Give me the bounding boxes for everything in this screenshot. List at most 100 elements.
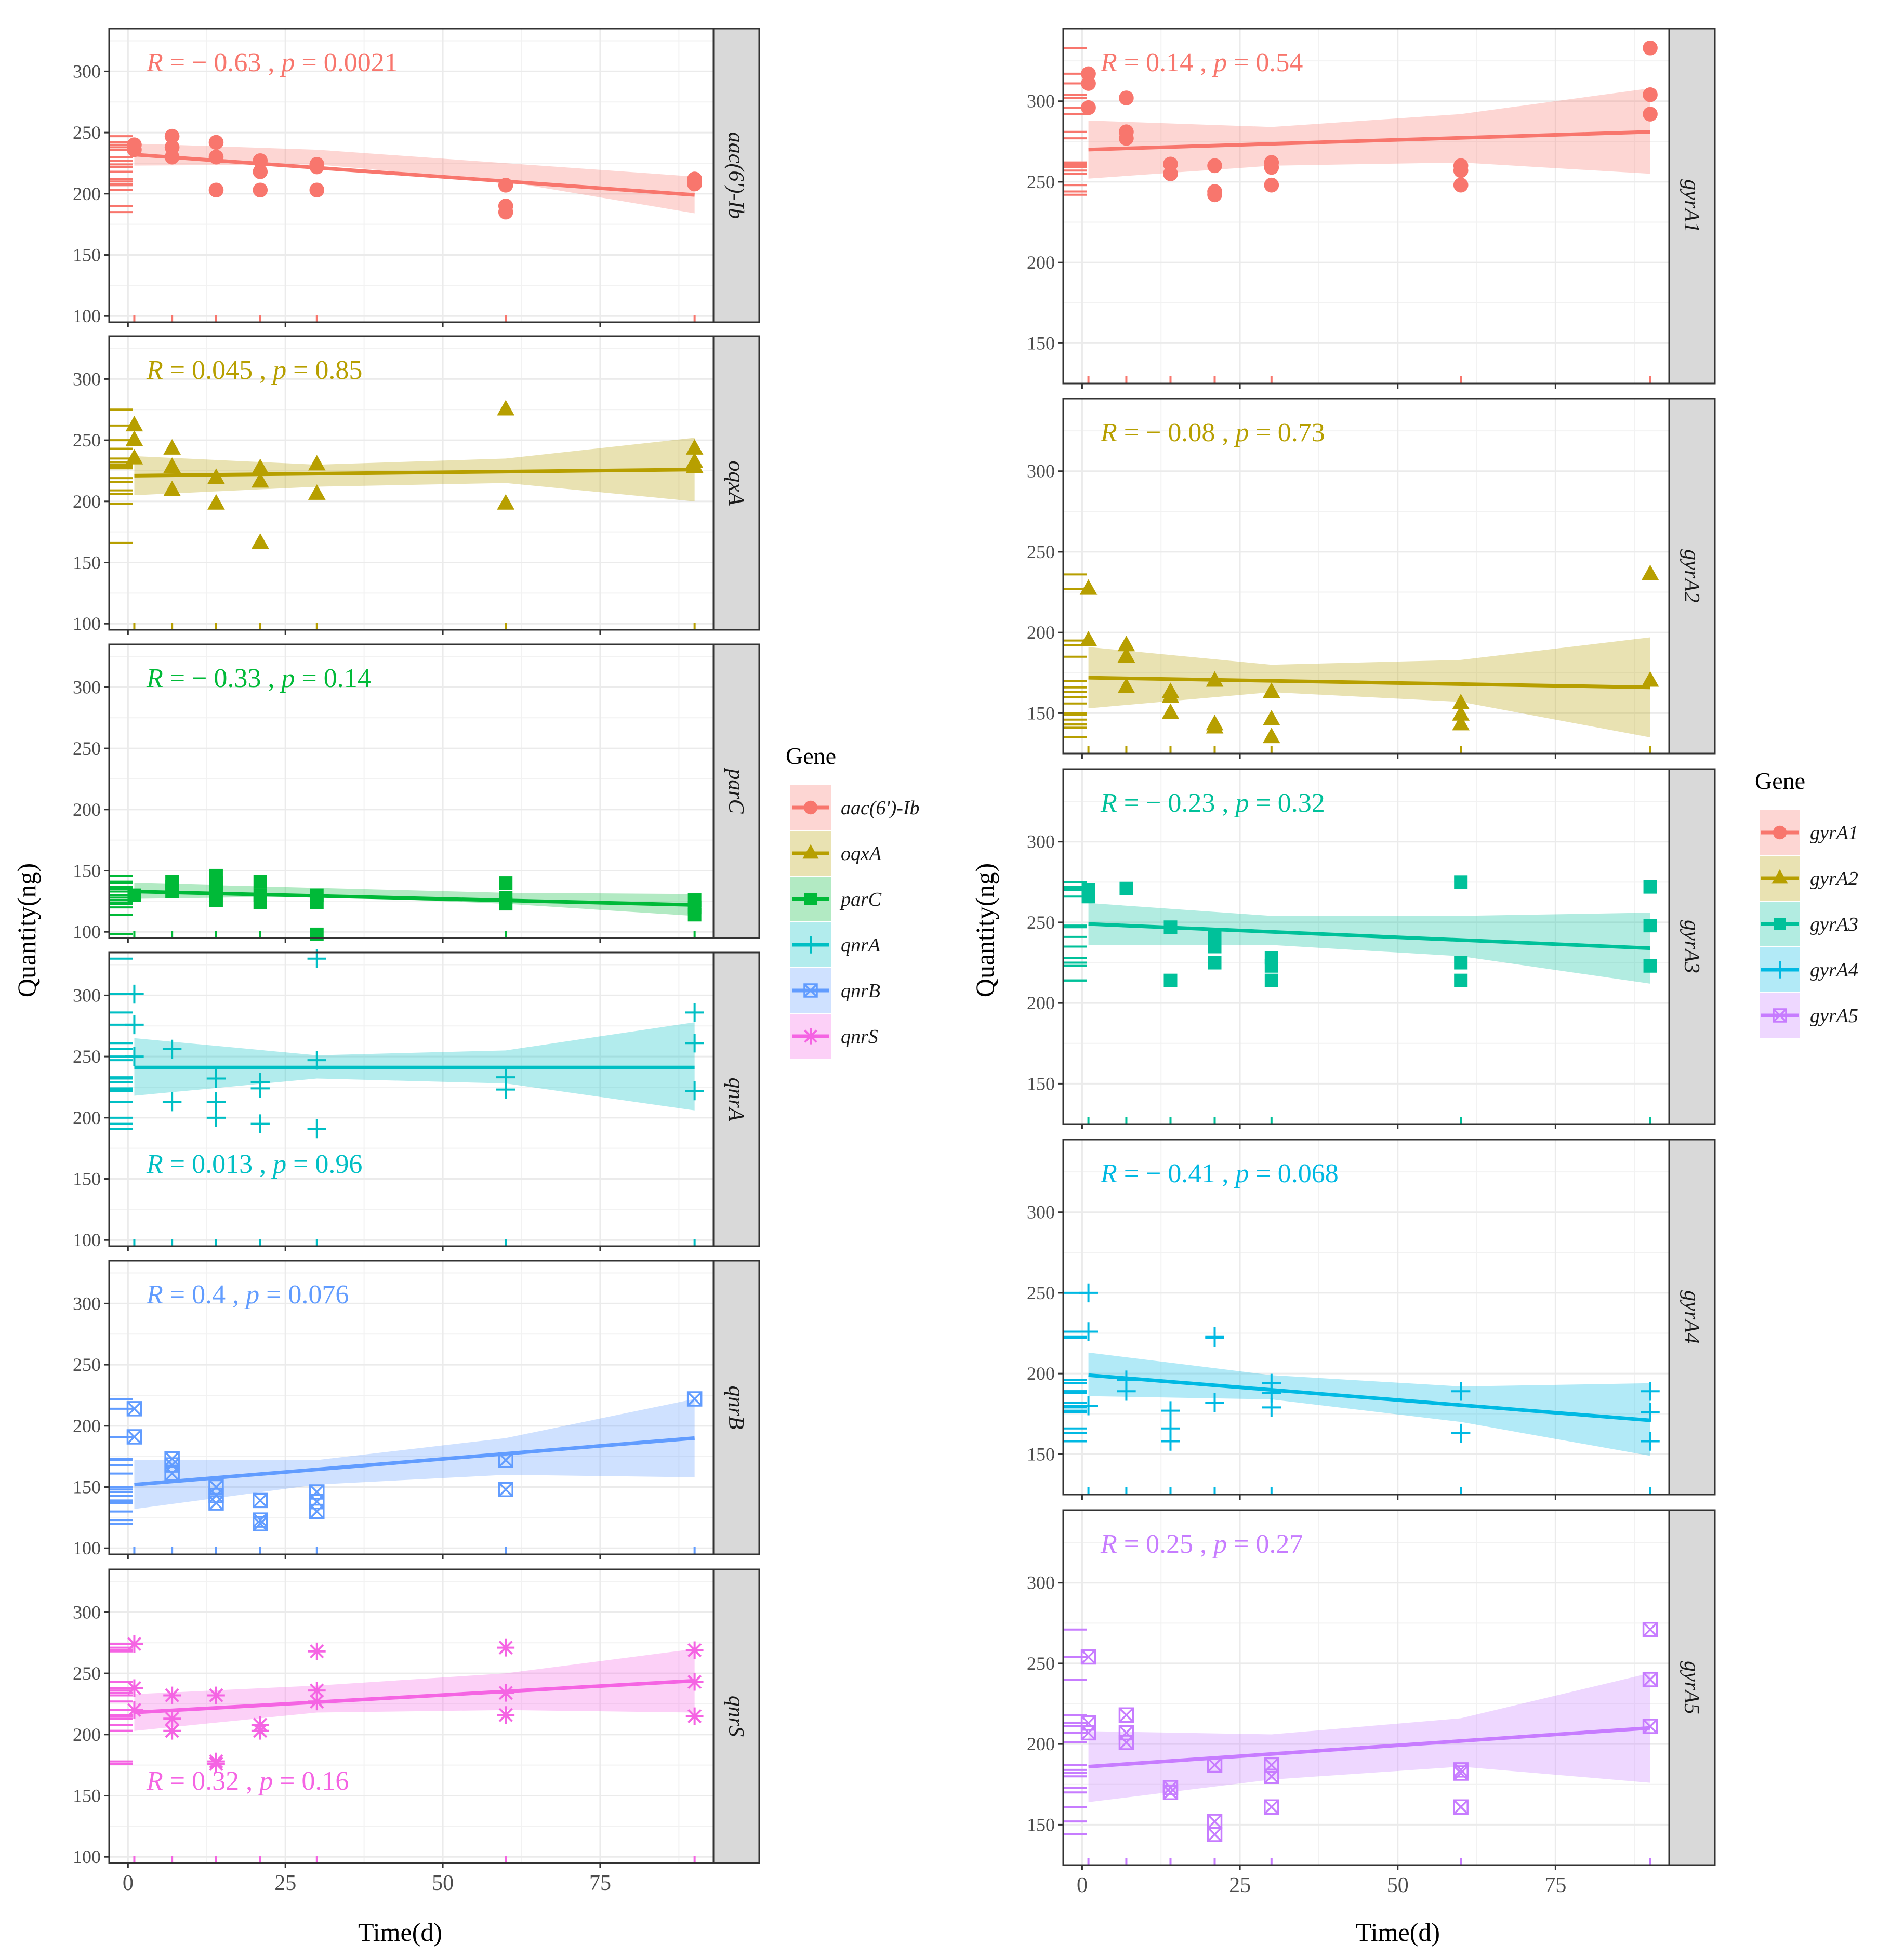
data-point xyxy=(1264,973,1278,987)
data-point xyxy=(1161,703,1180,719)
data-point xyxy=(251,1722,269,1740)
facet-panels: aac(6')-Ib R = − 0.63 , p = 0.0021 100 150 2… xyxy=(73,28,1716,1897)
data-point xyxy=(497,400,515,416)
legend-key-marker xyxy=(1774,918,1786,930)
y-tick-label: 150 xyxy=(73,1786,101,1806)
y-tick-label: 100 xyxy=(73,306,101,326)
data-point xyxy=(163,1686,181,1704)
data-point xyxy=(309,1503,325,1519)
data-point xyxy=(1163,166,1178,181)
y-tick-label: 150 xyxy=(73,245,101,266)
data-point xyxy=(1163,973,1178,987)
y-tick-label: 250 xyxy=(1027,1283,1055,1303)
data-point xyxy=(1161,1401,1180,1420)
facet-strip-label: gyrA5 xyxy=(1680,1661,1703,1714)
regression-line xyxy=(1088,676,1650,690)
data-point xyxy=(1081,890,1095,904)
facet-strip xyxy=(712,1568,760,1864)
y-tick-label: 200 xyxy=(1027,993,1055,1013)
data-point xyxy=(1453,163,1469,178)
data-point xyxy=(126,1429,142,1445)
data-point xyxy=(1264,177,1279,193)
confidence-band xyxy=(1088,1673,1650,1802)
facet-strip-label: oqxA xyxy=(724,460,748,506)
panel-parc: parC R = − 0.33 , p = 0.14 100 150 200 250 300 xyxy=(73,643,760,943)
data-point xyxy=(1453,1799,1469,1815)
legend-key-marker xyxy=(1771,961,1789,979)
data-point xyxy=(685,439,704,455)
x-axis-title-right: Time(d) xyxy=(1356,1918,1440,1947)
data-point xyxy=(1642,1719,1658,1734)
data-point xyxy=(687,176,702,192)
legend-label: aac(6')-Ib xyxy=(841,797,920,819)
data-point xyxy=(1452,694,1470,709)
data-point xyxy=(1454,956,1468,970)
data-point xyxy=(250,1114,270,1133)
data-point xyxy=(163,439,181,455)
data-point xyxy=(1207,1827,1223,1842)
data-point xyxy=(497,1638,515,1657)
x-tick-label: 50 xyxy=(1387,1873,1409,1897)
y-axis-title-left: Quantity(ng) xyxy=(12,863,41,997)
panel-background xyxy=(1063,1140,1669,1495)
stat-annotation: R = − 0.33 , p = 0.14 xyxy=(146,664,371,693)
panel-background xyxy=(1063,769,1669,1124)
stat-annotation: R = 0.32 , p = 0.16 xyxy=(146,1766,349,1796)
data-point xyxy=(1641,1382,1660,1401)
legend-key-marker xyxy=(802,936,819,954)
legend-label: qnrA xyxy=(841,934,881,956)
y-tick-label: 200 xyxy=(73,1416,101,1436)
y-tick-label: 250 xyxy=(1027,541,1055,562)
data-point xyxy=(162,1039,182,1059)
legend-key-marker xyxy=(802,1028,819,1045)
data-point xyxy=(1643,40,1658,56)
x-tick-label: 25 xyxy=(274,1871,296,1895)
data-point xyxy=(1205,1328,1224,1348)
data-point xyxy=(1264,1768,1279,1784)
facet-strip xyxy=(712,1260,760,1555)
data-point xyxy=(685,457,704,473)
data-point xyxy=(209,893,223,907)
y-tick-label: 200 xyxy=(1027,252,1055,273)
data-point xyxy=(125,1635,143,1653)
y-tick-label: 250 xyxy=(73,738,101,759)
data-point xyxy=(1119,130,1134,146)
confidence-band xyxy=(1088,1352,1650,1456)
data-point xyxy=(206,1092,226,1112)
y-tick-label: 200 xyxy=(73,1107,101,1128)
data-point xyxy=(1453,177,1469,193)
data-point xyxy=(253,1516,268,1531)
facet-strip xyxy=(1668,1509,1716,1866)
data-point xyxy=(310,927,324,941)
data-point xyxy=(308,1642,326,1660)
legend-2: Gene gyrA1 gyrA2 gyrA3 gyrA4 gyrA5 xyxy=(1755,768,1858,1039)
data-point xyxy=(1162,1785,1179,1801)
data-point xyxy=(1117,647,1135,663)
legend-key-marker xyxy=(803,800,818,815)
legend-label: oqxA xyxy=(841,843,882,865)
y-tick-label: 100 xyxy=(73,613,101,634)
stat-annotation: R = 0.4 , p = 0.076 xyxy=(146,1280,349,1310)
y-tick-label: 200 xyxy=(73,491,101,512)
data-point xyxy=(1081,100,1096,115)
data-point xyxy=(208,135,224,150)
data-point xyxy=(1206,671,1224,687)
panel-background xyxy=(1063,1510,1669,1865)
y-axis-title-right: Quantity(ng) xyxy=(970,863,999,997)
y-tick-label: 300 xyxy=(73,61,101,82)
regression-line xyxy=(1088,1373,1650,1422)
panel-qnrb: qnrB R = 0.4 , p = 0.076 100 150 200 250 300 xyxy=(73,1260,760,1559)
data-point xyxy=(207,468,225,484)
data-point xyxy=(307,1119,326,1139)
data-point xyxy=(207,1686,225,1704)
data-point xyxy=(1117,1382,1136,1401)
stat-annotation: R = 0.045 , p = 0.85 xyxy=(146,355,362,385)
data-point xyxy=(206,1069,226,1088)
data-point xyxy=(1079,1283,1098,1303)
data-point xyxy=(208,1495,224,1511)
data-point xyxy=(1079,1322,1098,1341)
data-point xyxy=(1079,630,1098,646)
data-point xyxy=(1643,880,1657,894)
data-point xyxy=(251,458,269,474)
data-point xyxy=(1119,90,1134,105)
